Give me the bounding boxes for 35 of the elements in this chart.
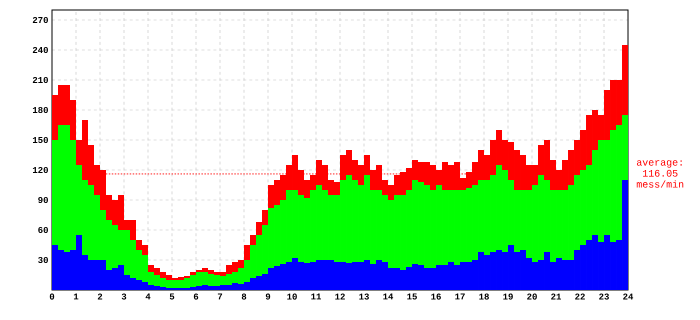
x-tick-label: 13 <box>359 294 369 300</box>
x-tick-label: 0 <box>50 294 54 300</box>
y-tick-label: 240 <box>32 46 48 54</box>
y-tick-label: 90 <box>38 196 48 204</box>
ref-line-label: average: 116.05 mess/min <box>636 160 684 188</box>
x-tick-label: 19 <box>503 294 513 300</box>
x-tick-label: 15 <box>407 294 417 300</box>
x-tick-label: 11 <box>311 294 321 300</box>
y-tick-label: 60 <box>38 226 48 234</box>
x-tick-label: 10 <box>287 294 297 300</box>
x-tick-label: 12 <box>335 294 345 300</box>
x-tick-label: 14 <box>383 294 394 300</box>
y-tick-label: 210 <box>32 76 48 84</box>
x-tick-label: 16 <box>431 294 441 300</box>
x-tick-label: 5 <box>170 294 174 300</box>
x-tick-label: 18 <box>479 294 489 300</box>
x-tick-label: 24 <box>623 294 634 300</box>
x-tick-label: 3 <box>122 294 126 300</box>
y-tick-label: 180 <box>32 106 48 114</box>
x-tick-label: 7 <box>218 294 222 300</box>
x-tick-label: 6 <box>194 294 198 300</box>
x-tick-label: 17 <box>455 294 465 300</box>
x-tick-label: 21 <box>551 294 562 300</box>
y-tick-label: 270 <box>32 16 48 24</box>
x-tick-label: 20 <box>527 294 537 300</box>
y-tick-label: 30 <box>38 256 48 264</box>
x-tick-label: 9 <box>266 294 270 300</box>
x-tick-label: 2 <box>98 294 102 300</box>
x-tick-label: 1 <box>74 294 78 300</box>
x-tick-label: 4 <box>146 294 150 300</box>
x-tick-label: 22 <box>575 294 585 300</box>
y-tick-label: 120 <box>32 166 48 174</box>
y-tick-label: 150 <box>32 136 48 144</box>
x-tick-label: 8 <box>242 294 246 300</box>
x-tick-label: 23 <box>599 294 609 300</box>
